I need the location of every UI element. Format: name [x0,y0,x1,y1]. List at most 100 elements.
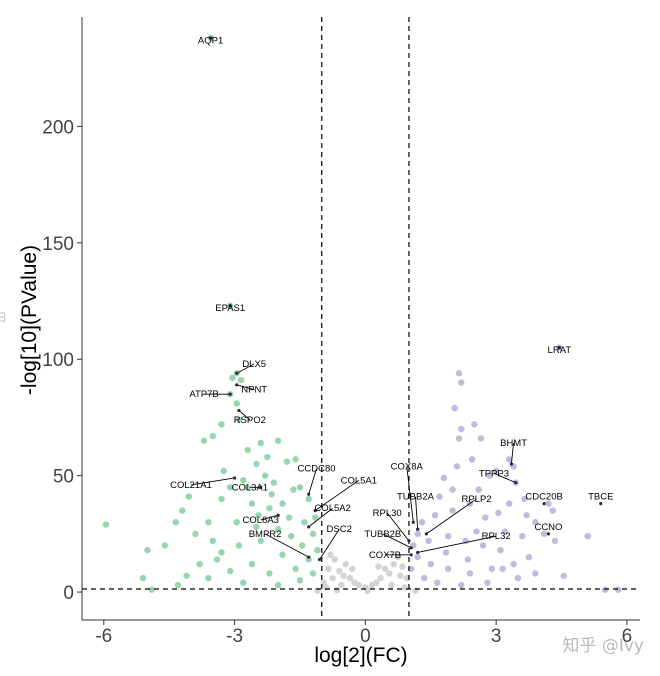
down-point [235,542,243,549]
annotated-gene-point [307,525,311,529]
axes [81,17,640,621]
up-point [532,519,539,526]
down-point [218,549,225,556]
up-point [540,530,548,538]
down-point [274,581,282,589]
gene-label: DSC2 [327,524,352,535]
down-point [148,586,155,593]
gene-label: RPL32 [482,531,511,542]
ns-point [314,587,321,594]
gene-label: EPAS1 [215,303,245,314]
down-point [255,512,262,519]
down-point [233,519,240,526]
threshold-lines [82,17,640,620]
up-point [497,546,504,554]
annotated-gene-point [546,532,551,536]
ns-point [390,560,397,568]
annotated-gene-point [209,36,213,40]
up-point [549,507,557,514]
annotated-gene-point [514,481,518,485]
down-point [309,570,317,577]
annotation-leader-line [236,363,255,374]
up-point [444,565,452,572]
up-point [482,514,489,521]
x-tick-label: -6 [95,626,112,647]
up-point [584,532,591,540]
down-point [240,579,247,586]
annotation-leader-line [386,512,410,542]
x-tick-label: 6 [622,626,633,647]
down-point [179,507,186,514]
annotated-gene-point [424,532,428,536]
annotated-gene-point [228,304,232,308]
down-point [274,526,282,533]
down-point [296,577,304,584]
down-point [257,537,264,545]
annotation-leader-line [406,466,414,523]
annotated-gene-point [235,371,239,375]
up-point [475,486,482,493]
down-point [244,446,251,454]
annotation-leader-line [264,533,309,558]
annotation-leader-line [236,384,255,390]
down-point [248,560,256,568]
up-point [431,512,439,519]
down-point [253,460,260,468]
up-point [523,512,530,519]
y-tick-label: 100 [42,350,74,371]
up-point [484,579,491,586]
down-point [244,484,251,491]
annotation-leader-line [426,498,477,535]
up-point [453,463,461,470]
down-point [261,472,269,479]
up-point [427,560,434,568]
ns-point [336,567,343,575]
annotation-leader-line [260,514,279,521]
down-point [213,556,221,563]
up-point [510,560,517,568]
down-point [192,530,199,538]
annotated-gene-point [307,555,311,559]
down-point [264,453,271,461]
up-point [560,572,567,579]
up-point [521,495,528,503]
ns-point [381,565,389,572]
edge-artifact-text: 日 [0,311,7,324]
x-tick-label: 0 [360,626,371,647]
gene-label: COL3A1 [232,482,268,493]
down-point [266,505,273,512]
gene-label: COL5A2 [314,503,350,514]
gene-label: CCDC80 [298,464,336,475]
down-point [285,514,293,521]
down-point [227,567,234,575]
annotated-gene-point [237,408,241,413]
ns-point [373,579,380,586]
x-tick-label: 3 [491,626,502,647]
up-point [479,542,487,549]
up-point [414,530,421,538]
y-tick-label: 0 [63,583,74,604]
ns-point [340,572,347,579]
up-point [532,570,539,577]
up-point [525,553,533,561]
ns-point [386,570,393,577]
annotation-leader-line [417,535,497,553]
down-point [305,556,312,563]
ns-point [388,581,395,589]
down-point [292,565,299,572]
ns-point [401,584,408,591]
gene-label: BMPR2 [249,529,282,540]
x-tick-label: -3 [226,626,243,647]
down-point [227,484,234,491]
ns-point [355,581,363,589]
ns-point [331,556,339,563]
up-point [501,528,509,535]
gene-label: TUBB2A [397,492,435,503]
down-point [205,574,212,582]
up-point [499,565,506,572]
ns-point [375,563,382,570]
up-point [506,456,513,463]
gene-label: RPLP2 [461,494,491,505]
up-point [455,370,463,377]
